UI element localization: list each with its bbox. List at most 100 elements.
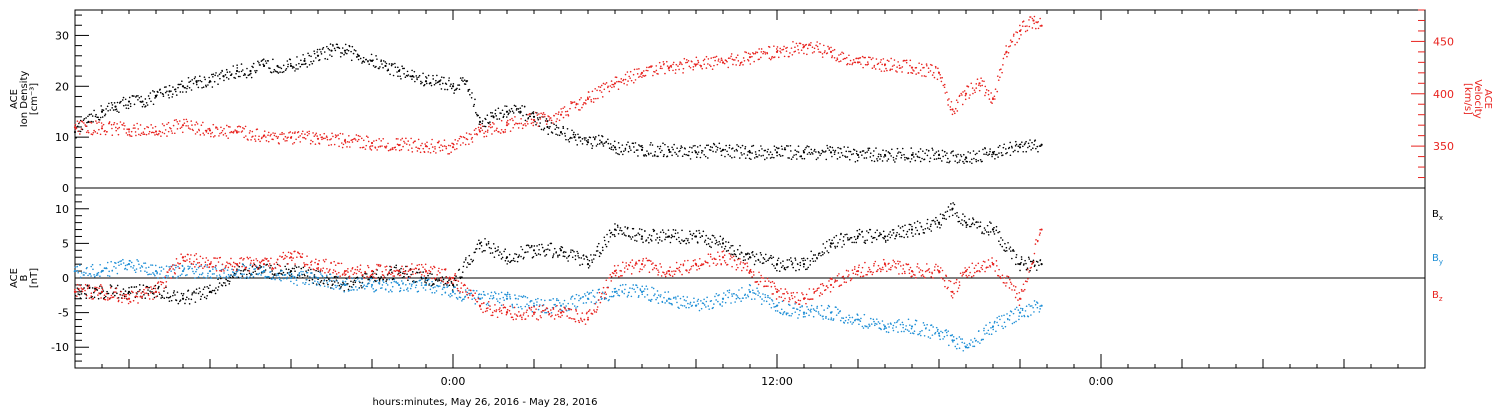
data-point [881, 63, 883, 66]
data-point [255, 273, 258, 275]
data-point [277, 66, 280, 68]
data-point [790, 314, 792, 317]
data-point [458, 292, 461, 294]
data-point [629, 70, 632, 73]
data-point [951, 108, 954, 111]
data-point [961, 103, 964, 106]
data-point [614, 223, 616, 225]
data-point [86, 287, 89, 290]
data-point [195, 258, 198, 260]
data-point [104, 295, 107, 298]
data-point [752, 52, 754, 54]
data-point [592, 258, 595, 260]
data-point [193, 260, 195, 263]
data-point [506, 295, 508, 297]
data-point [348, 141, 351, 143]
data-point [397, 75, 399, 78]
data-point [201, 293, 204, 296]
data-point [455, 88, 457, 91]
data-point [942, 155, 944, 158]
data-point [128, 133, 131, 136]
data-point [306, 66, 309, 68]
data-point [424, 289, 427, 291]
data-point [278, 272, 281, 274]
data-point [721, 246, 723, 248]
data-point [696, 63, 699, 65]
data-point [569, 136, 572, 139]
data-point [937, 157, 940, 160]
data-point [767, 294, 769, 297]
data-point [447, 144, 450, 147]
data-point [232, 276, 235, 279]
data-point [341, 142, 343, 144]
data-point [873, 324, 876, 327]
data-point [426, 141, 428, 144]
data-point [282, 271, 285, 274]
data-point [511, 117, 513, 120]
data-point [669, 151, 672, 153]
data-point [544, 255, 546, 257]
data-point [548, 115, 550, 118]
data-point [264, 269, 267, 271]
data-point [618, 153, 620, 156]
data-point [490, 111, 492, 114]
data-point [657, 155, 659, 158]
data-point [301, 130, 304, 133]
data-point [259, 264, 261, 267]
data-point [116, 101, 119, 104]
data-point [237, 276, 240, 279]
data-point [1003, 314, 1005, 317]
data-point [165, 286, 167, 289]
data-point [187, 289, 190, 292]
data-point [1002, 146, 1005, 149]
data-point [1026, 267, 1029, 269]
data-point [922, 150, 924, 152]
data-point [829, 50, 833, 53]
data-point [869, 317, 872, 320]
data-point [731, 244, 734, 247]
data-point [133, 286, 136, 288]
data-point [689, 301, 692, 304]
data-point [103, 296, 106, 299]
y-tick-label: 30 [55, 29, 69, 42]
data-point [564, 110, 567, 113]
data-point [1029, 260, 1032, 263]
data-point [447, 285, 449, 287]
data-point [1031, 27, 1034, 29]
data-point [501, 109, 504, 112]
data-point [537, 297, 539, 300]
data-point [326, 276, 328, 278]
data-point [167, 275, 169, 277]
data-point [928, 329, 931, 331]
data-point [817, 157, 819, 159]
data-point [642, 290, 645, 293]
data-point [562, 125, 564, 128]
data-point [197, 276, 200, 278]
data-point [142, 131, 145, 134]
data-point [830, 318, 832, 321]
data-point [288, 271, 290, 274]
data-point [73, 130, 77, 134]
data-point [438, 278, 440, 281]
data-point [760, 56, 762, 59]
data-point [434, 145, 436, 148]
data-point [172, 264, 174, 266]
data-point [1037, 150, 1039, 153]
data-point [837, 146, 839, 149]
data-point [735, 297, 738, 300]
data-point [388, 291, 390, 293]
data-point [213, 273, 215, 275]
data-point [236, 126, 239, 128]
data-point [85, 272, 87, 274]
data-point [264, 257, 266, 259]
data-point [749, 53, 751, 55]
data-point [658, 236, 661, 239]
data-point [533, 302, 535, 305]
data-point [788, 157, 790, 159]
data-point [396, 71, 398, 73]
data-point [989, 321, 991, 324]
data-point [181, 80, 183, 83]
data-point [282, 70, 285, 73]
data-point [504, 128, 507, 131]
data-point [362, 56, 365, 59]
